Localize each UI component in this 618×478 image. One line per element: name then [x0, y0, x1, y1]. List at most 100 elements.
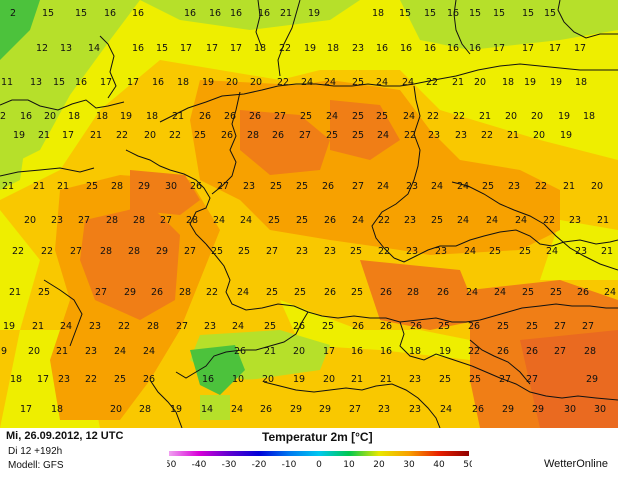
temperature-value: 26	[272, 130, 284, 141]
temperature-value: 26	[472, 404, 484, 415]
temperature-value: 16	[152, 77, 164, 88]
temperature-value: 29	[319, 404, 331, 415]
temperature-value: 26	[221, 130, 233, 141]
temperature-value: 24	[213, 215, 225, 226]
temperature-value: 28	[106, 215, 118, 226]
temperature-value: 23	[508, 181, 520, 192]
temperature-value: 28	[100, 246, 112, 257]
temperature-value: 14	[201, 404, 213, 415]
temperature-value: 15	[493, 8, 505, 19]
temperature-value: 25	[294, 287, 306, 298]
legend-tick-label: -10	[282, 460, 297, 470]
temperature-value: 16	[469, 43, 481, 54]
temperature-value: 17	[180, 43, 192, 54]
temperature-value: 19	[524, 77, 536, 88]
temperature-value: 23	[409, 374, 421, 385]
temperature-value: 23	[378, 404, 390, 415]
temperature-value: 27	[499, 374, 511, 385]
legend-tick-label: -20	[252, 460, 267, 470]
temperature-value: 19	[170, 404, 182, 415]
temperature-value: 22	[41, 246, 53, 257]
temperature-value: 16	[447, 43, 459, 54]
temperature-value: 22	[468, 346, 480, 357]
temperature-value: 22	[85, 374, 97, 385]
temperature-value: 28	[179, 287, 191, 298]
temperature-value: 11	[1, 77, 13, 88]
brand-logo: WetterOnline	[544, 458, 608, 470]
temperature-value: 16	[351, 346, 363, 357]
legend-tick-label: 10	[343, 460, 355, 470]
temperature-value: 25	[194, 130, 206, 141]
temperature-value: 26	[234, 346, 246, 357]
temperature-value: 23	[58, 374, 70, 385]
temperature-value: 15	[53, 77, 65, 88]
temperature-value: 26	[410, 321, 422, 332]
temperature-value: 16	[132, 8, 144, 19]
temperature-value: 27	[70, 246, 82, 257]
temperature-value: 21	[9, 287, 21, 298]
temperature-value: 17	[62, 130, 74, 141]
temperature-value: 24	[402, 77, 414, 88]
temperature-value: 21	[280, 8, 292, 19]
temperature-value: 21	[38, 130, 50, 141]
temperature-value: 25	[300, 111, 312, 122]
temperature-value: 19	[560, 130, 572, 141]
temperature-value: 26	[380, 321, 392, 332]
map-footer: Mi, 26.09.2012, 12 UTC Di 12 +192h Model…	[0, 428, 618, 478]
temperature-value: 16	[209, 8, 221, 19]
temperature-value: 22	[277, 77, 289, 88]
temperature-value: 2	[0, 111, 6, 122]
temperature-value: 20	[24, 215, 36, 226]
country-borders	[0, 0, 618, 428]
temperature-value: 26	[380, 287, 392, 298]
temperature-value: 28	[247, 130, 259, 141]
temperature-value: 27	[266, 246, 278, 257]
temperature-value: 20	[226, 77, 238, 88]
temperature-value: 22	[378, 215, 390, 226]
temperature-value: 25	[497, 321, 509, 332]
temperature-value: 25	[326, 130, 338, 141]
temperature-value: 26	[526, 346, 538, 357]
temperature-value: 17	[230, 43, 242, 54]
temperature-value: 16	[424, 43, 436, 54]
temperature-value: 25	[352, 130, 364, 141]
temperature-value: 17	[20, 404, 32, 415]
temperature-value: 9	[1, 346, 7, 357]
temperature-value: 25	[526, 321, 538, 332]
temperature-value: 17	[206, 43, 218, 54]
temperature-value: 24	[352, 215, 364, 226]
temperature-value: 21	[452, 77, 464, 88]
temperature-value: 21	[597, 215, 609, 226]
temperature-value: 25	[519, 246, 531, 257]
temperature-value: 23	[455, 130, 467, 141]
temperature-value: 25	[522, 287, 534, 298]
temperature-value: 25	[351, 287, 363, 298]
temperature-value: 16	[104, 8, 116, 19]
temperature-value: 21	[90, 130, 102, 141]
temperature-value: 26	[322, 181, 334, 192]
temperature-value: 24	[232, 321, 244, 332]
temperature-value: 22	[404, 130, 416, 141]
temperature-value: 23	[324, 246, 336, 257]
temperature-value: 25	[439, 374, 451, 385]
temperature-value: 15	[424, 8, 436, 19]
temperature-value: 17	[100, 77, 112, 88]
temperature-value: 24	[237, 287, 249, 298]
legend-tick-label: 50	[463, 460, 472, 470]
temperature-value: 24	[301, 77, 313, 88]
temperature-value: 27	[176, 321, 188, 332]
temperature-value: 23	[404, 215, 416, 226]
temperature-value: 23	[569, 215, 581, 226]
temperature-value: 22	[378, 246, 390, 257]
temperature-value: 27	[95, 287, 107, 298]
temperature-value: 22	[535, 181, 547, 192]
temperature-value: 24	[231, 404, 243, 415]
temperature-value: 20	[323, 374, 335, 385]
temperature-value: 27	[160, 215, 172, 226]
model-name: Modell: GFS	[8, 460, 64, 471]
temperature-value: 17	[522, 43, 534, 54]
temperature-value: 24	[457, 215, 469, 226]
temperature-value: 23	[204, 321, 216, 332]
temperature-value: 23	[435, 246, 447, 257]
temperature-value: 16	[132, 43, 144, 54]
